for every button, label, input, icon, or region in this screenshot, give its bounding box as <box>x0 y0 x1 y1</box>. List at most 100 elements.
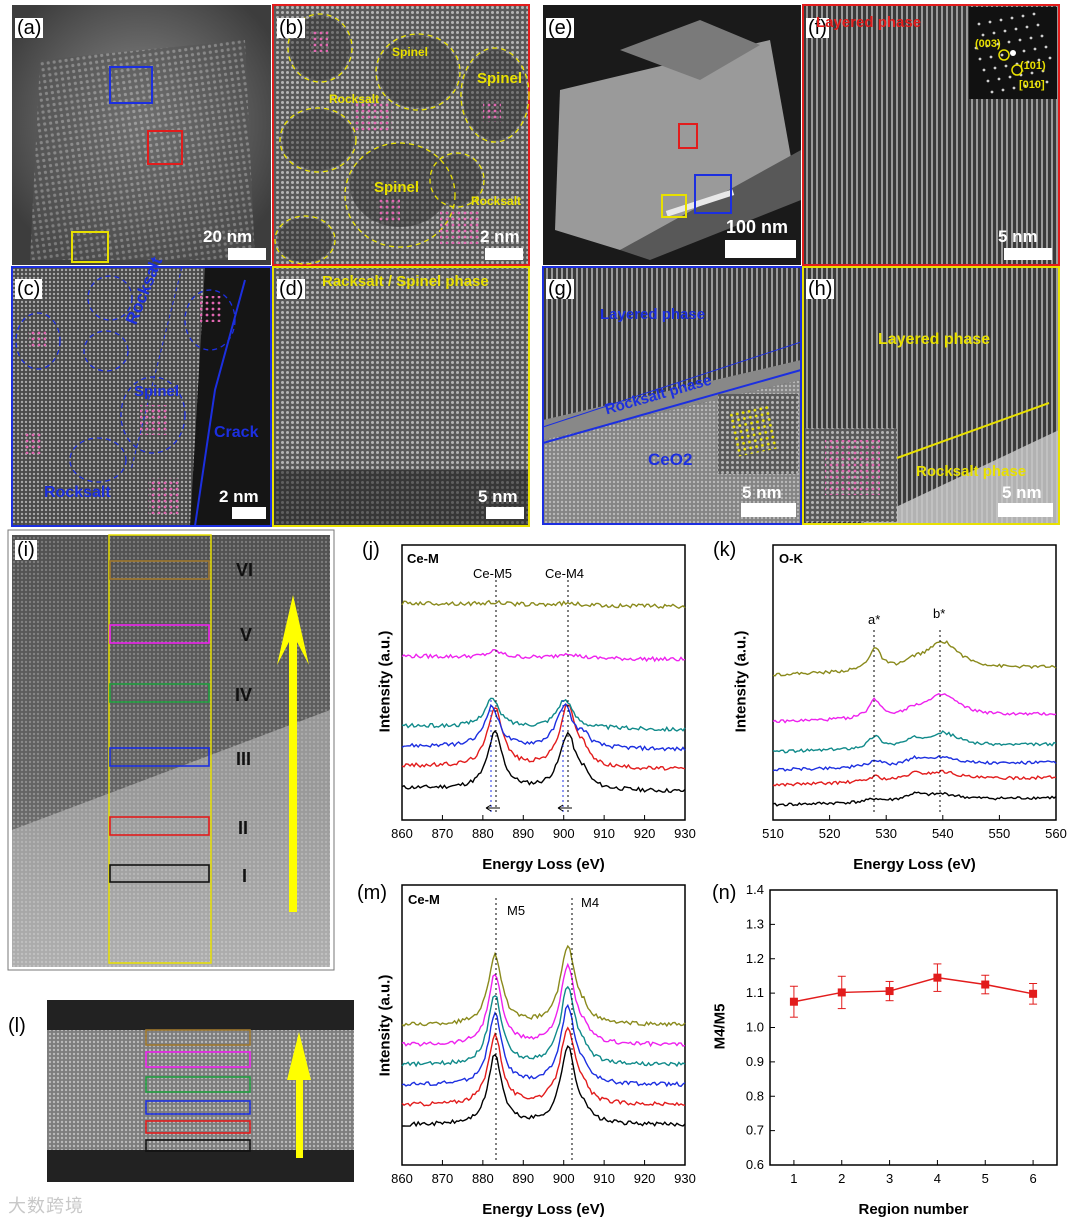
fft-spot <box>1025 25 1029 29</box>
fft-spot <box>977 22 981 26</box>
fft-spot <box>1029 36 1033 40</box>
m-series-2 <box>401 1026 686 1107</box>
region-box-iii <box>109 747 210 767</box>
j-xtick-label: 900 <box>553 826 575 841</box>
fft-spot <box>978 57 982 61</box>
e-red-roi-box <box>678 123 698 149</box>
j-xtick-label: 890 <box>512 826 534 841</box>
panel-d <box>272 266 530 527</box>
e-blue-roi-box <box>694 174 732 214</box>
fft-spot <box>1012 86 1016 90</box>
panel-h <box>802 266 1060 525</box>
fft-spot <box>1000 53 1004 57</box>
j-xtick-label: 910 <box>593 826 615 841</box>
n-ytick-label: 1.1 <box>746 985 764 1000</box>
m-xtick-label: 870 <box>432 1171 454 1186</box>
chart-k: 510 520 530 540 550 560 <box>762 544 1067 841</box>
fft-spot <box>992 31 996 35</box>
n-ytick-label: 0.8 <box>746 1088 764 1103</box>
n-ytick-label: 1.4 <box>746 882 764 897</box>
fft-spot <box>1001 88 1005 92</box>
fft-spot <box>974 46 978 50</box>
fft-spot <box>1034 82 1038 86</box>
n-point <box>1029 989 1038 998</box>
j-series-6 <box>401 599 686 610</box>
m-series-1 <box>401 1045 686 1128</box>
n-xtick-label: 6 <box>1029 1171 1036 1186</box>
fft-spot <box>990 90 994 94</box>
fft-spot <box>1044 45 1048 49</box>
region-box-iv <box>109 683 210 703</box>
m-series-4 <box>401 985 686 1068</box>
fft-spot <box>1048 56 1052 60</box>
m-xtick-label: 900 <box>553 1171 575 1186</box>
n-point <box>837 988 846 997</box>
m-series-5 <box>401 962 686 1048</box>
panel-i <box>7 529 335 971</box>
fft-spot <box>1021 14 1025 18</box>
k-series-6 <box>772 640 1057 677</box>
fft-spot <box>985 44 989 48</box>
yellow-roi-box <box>71 231 109 263</box>
n-point <box>981 980 990 989</box>
j-xtick-label: 860 <box>391 826 413 841</box>
k-xtick-label: 520 <box>819 826 841 841</box>
k-series-3 <box>772 755 1057 772</box>
j-series-4 <box>401 697 686 733</box>
k-xtick-label: 510 <box>762 826 784 841</box>
j-series-3 <box>401 703 686 752</box>
m-series-3 <box>401 1003 686 1088</box>
fft-spot <box>1023 84 1027 88</box>
m-xtick-label: 860 <box>391 1171 413 1186</box>
fft-spot <box>1040 34 1044 38</box>
fft-spot <box>993 66 997 70</box>
j-xtick-label: 930 <box>674 826 696 841</box>
n-ytick-label: 0.6 <box>746 1157 764 1172</box>
n-xtick-label: 4 <box>934 1171 941 1186</box>
region-box-i <box>109 864 210 883</box>
fft-spot <box>1037 58 1041 62</box>
k-series-2 <box>772 769 1057 787</box>
fft-spot <box>1008 75 1012 79</box>
j-xtick-label: 920 <box>634 826 656 841</box>
fft-center-spot <box>1010 50 1016 56</box>
panel-a <box>12 5 271 265</box>
m-xtick-label: 920 <box>634 1171 656 1186</box>
m-xtick-label: 930 <box>674 1171 696 1186</box>
region-box-ii <box>109 816 210 836</box>
j-series-5 <box>401 648 686 663</box>
k-xtick-label: 540 <box>932 826 954 841</box>
k-xtick-label: 550 <box>989 826 1011 841</box>
fft-spot <box>1007 40 1011 44</box>
m-xtick-label: 880 <box>472 1171 494 1186</box>
n-ytick-label: 0.7 <box>746 1123 764 1138</box>
panel-c <box>11 266 272 527</box>
n-ytick-label: 1.3 <box>746 916 764 931</box>
fft-spot <box>981 33 985 37</box>
m-series-6 <box>401 944 686 1028</box>
e-yellow-roi-box <box>661 194 687 218</box>
n-ytick-label: 0.9 <box>746 1054 764 1069</box>
k-series-4 <box>772 730 1057 754</box>
panel-g <box>542 266 802 525</box>
fft-spot <box>1030 71 1034 75</box>
n-xtick-label: 3 <box>886 1171 893 1186</box>
fft-spot <box>1022 49 1026 53</box>
n-line <box>793 976 1034 1003</box>
panel-l <box>47 1000 354 1182</box>
fft-spot <box>1003 29 1007 33</box>
fft-spot <box>1004 64 1008 68</box>
chart-n: 1 2 3 4 5 6 0.6 0.7 0.8 0.9 1.0 1.1 1.2 1.3 1.4 <box>746 882 1058 1186</box>
k-series-5 <box>772 693 1057 724</box>
fft-spot <box>997 77 1001 81</box>
panel-b <box>272 4 530 266</box>
fft-spot <box>1032 12 1036 16</box>
n-point <box>789 997 798 1006</box>
chart-m: 860 870 880 890 900 910 920 930 <box>391 884 696 1186</box>
n-ytick-label: 1.0 <box>746 1020 764 1035</box>
m-xtick-label: 910 <box>593 1171 615 1186</box>
k-xtick-label: 530 <box>875 826 897 841</box>
panel-e <box>543 5 801 265</box>
j-xtick-label: 870 <box>432 826 454 841</box>
